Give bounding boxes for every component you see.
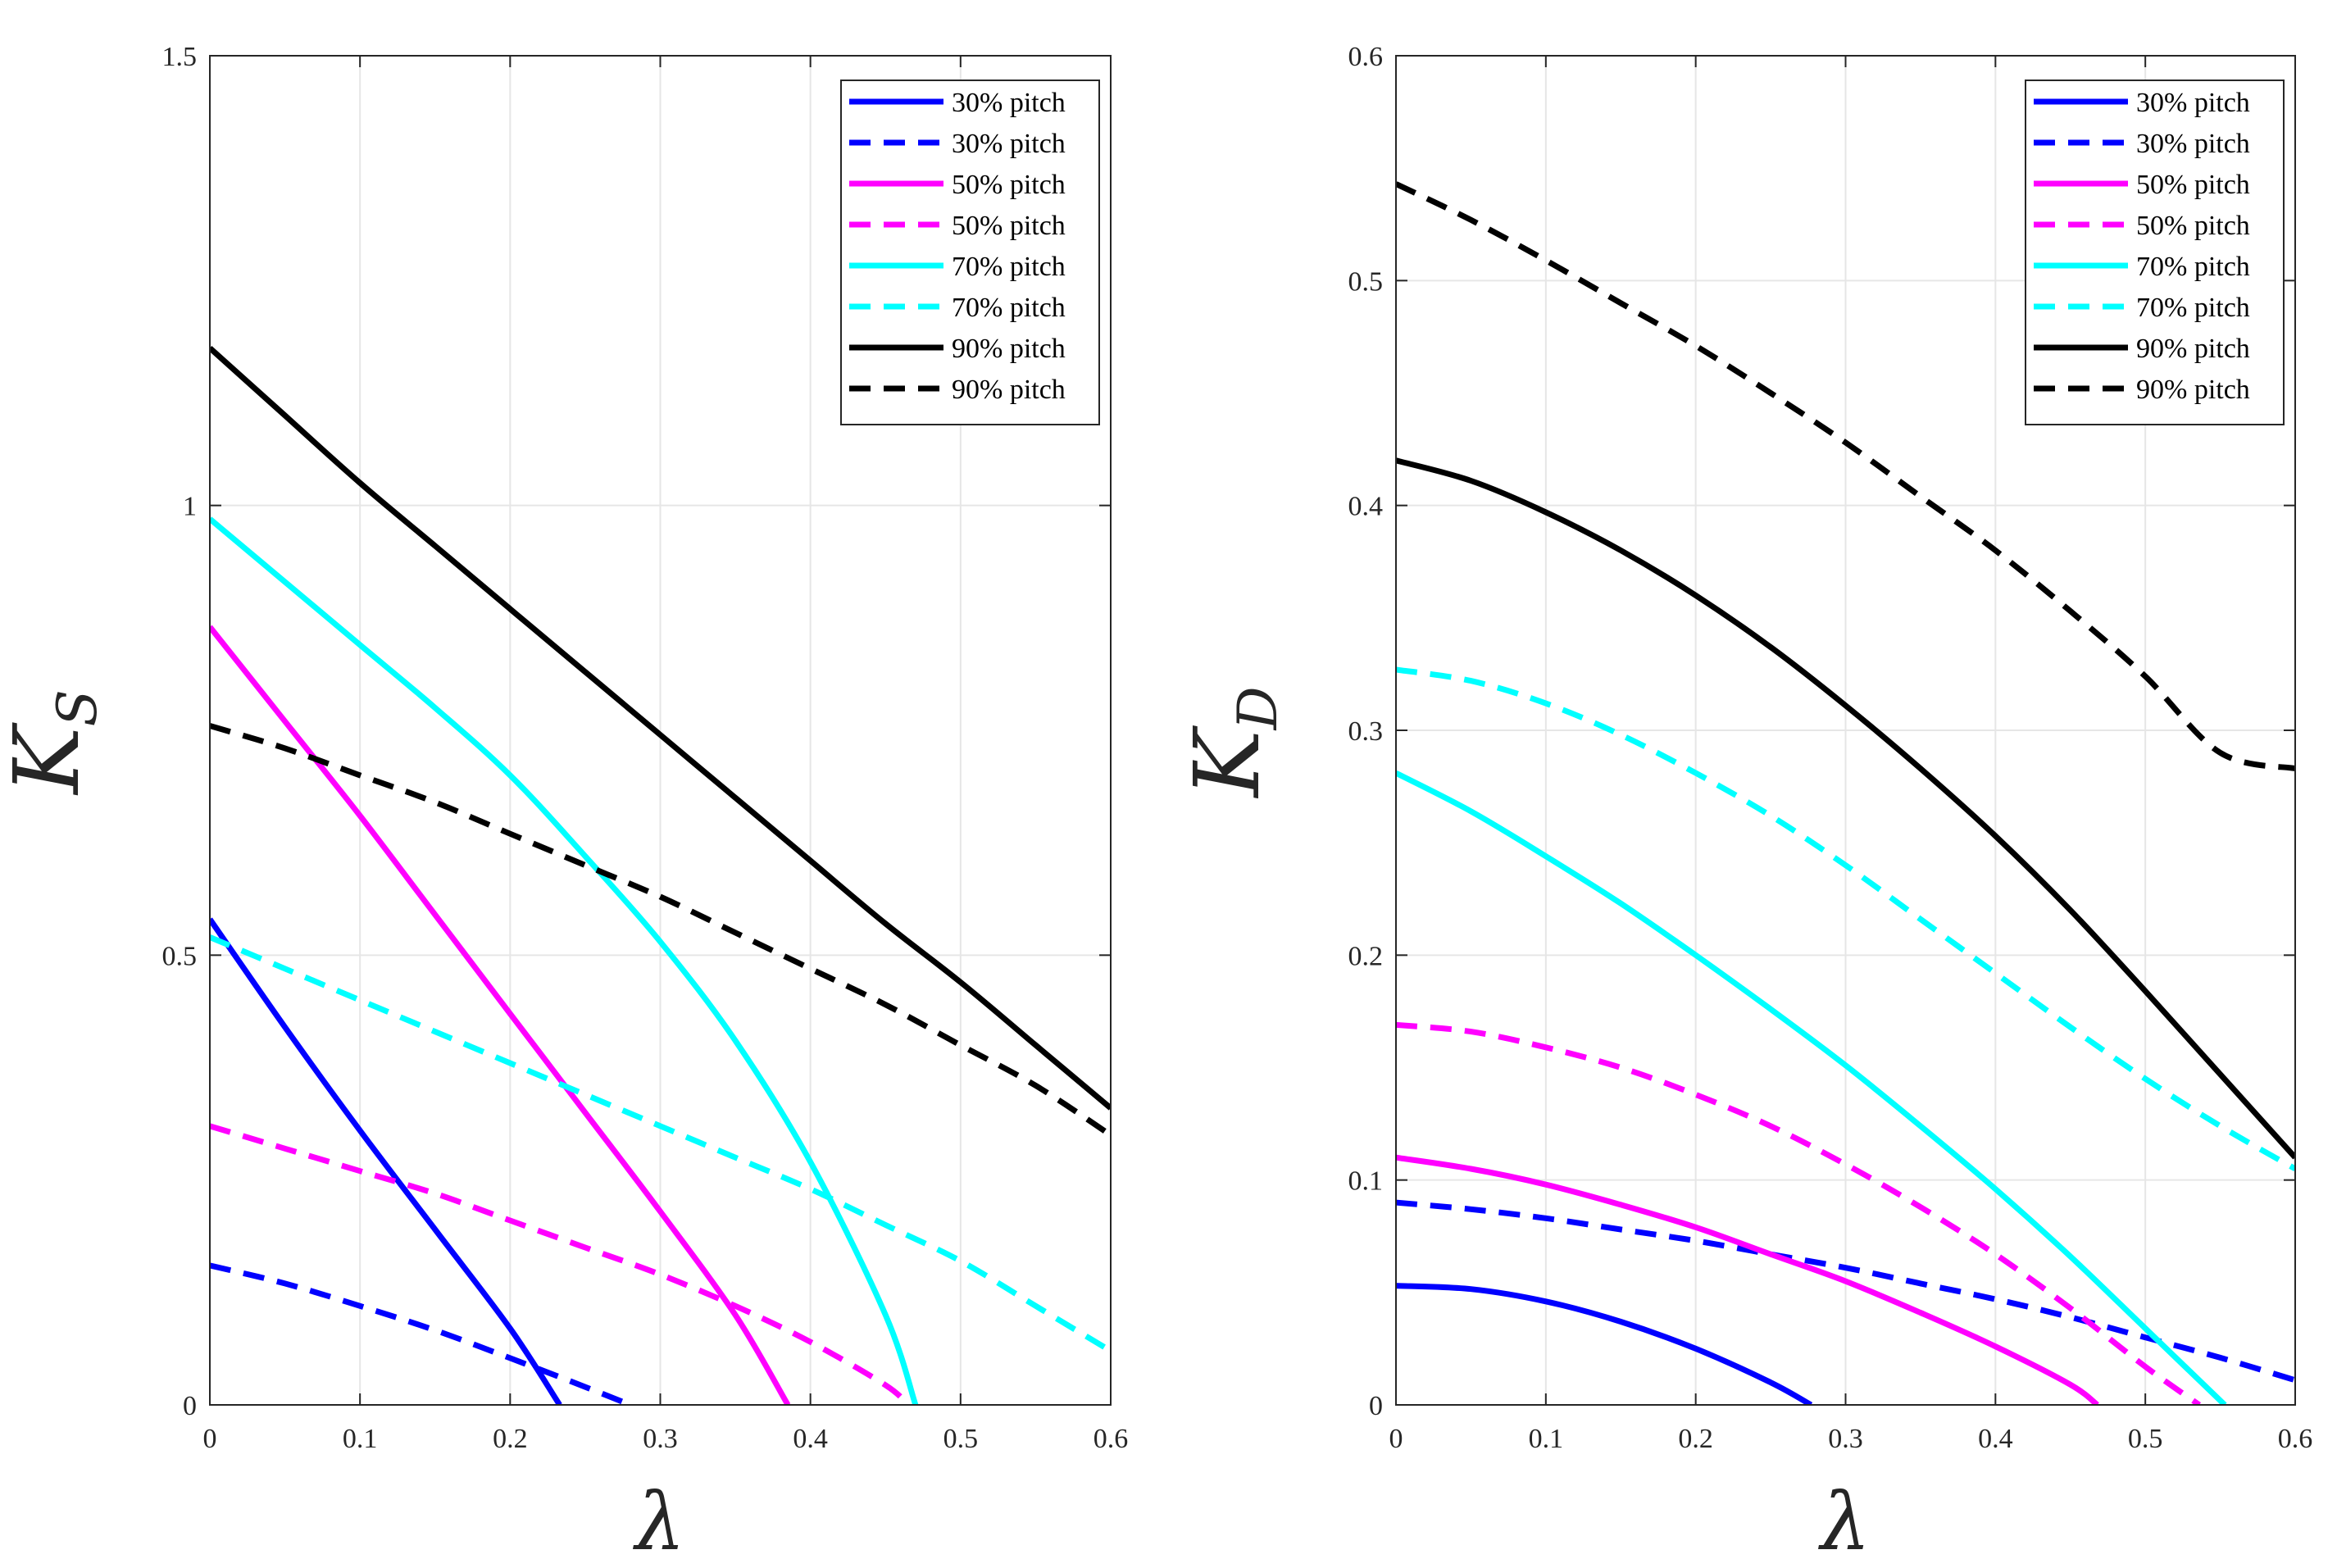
legend-label-2: 50% pitch [2136,170,2250,200]
series-line-3 [1396,1021,2202,1405]
legend-label-6: 90% pitch [2136,334,2250,364]
x-tick-label: 0 [1389,1424,1403,1454]
x-axis-label: λ [1817,1476,1871,1568]
series-group [210,346,1111,1405]
x-tick-label: 0.5 [943,1424,979,1454]
legend-label-7: 90% pitch [952,375,1066,405]
x-tick-label: 0.2 [493,1424,528,1454]
legend-label-0: 30% pitch [2136,88,2250,118]
legend-label-5: 70% pitch [952,293,1066,323]
x-tick-label: 0.1 [343,1424,378,1454]
series-line-5 [210,934,1111,1354]
y-tick-label: 1.5 [162,42,198,72]
y-tick-label: 0.1 [1348,1166,1384,1197]
legend-label-2: 50% pitch [952,170,1066,200]
legend-box [840,80,1100,425]
legend-label-3: 50% pitch [2136,211,2250,241]
y-axis-label-sub: S [46,689,109,726]
series-line-4 [210,516,919,1405]
series-line-6 [1396,457,2295,1160]
legend-label-4: 70% pitch [952,252,1066,282]
x-tick-label: 0.5 [2128,1424,2163,1454]
y-axis-label-main: K [1175,725,1280,799]
x-tick-label: 0.3 [1828,1424,1863,1454]
y-axis-label: KD [1175,686,1289,798]
x-tick-label: 0 [203,1424,217,1454]
series-line-1 [1396,1199,2295,1384]
x-tick-label: 0.2 [1678,1424,1713,1454]
series-line-3 [210,1123,911,1405]
chart-kd: 0 0.1 0.2 0.3 0.4 0.5 0.6 0 0.1 0.2 0.3 0.4 0.5 0.6 λ K… [1175,42,2312,1568]
legend-label-3: 50% pitch [952,211,1066,241]
y-axis-label-main: K [0,722,99,796]
y-tick-label: 0 [183,1391,197,1421]
x-tick-label: 0.4 [793,1424,828,1454]
series-line-0 [1396,1283,1813,1405]
x-tick-label: 0.3 [643,1424,678,1454]
x-tick-label: 0.6 [2278,1424,2313,1454]
y-tick-label: 0 [1369,1391,1383,1421]
y-axis-label-sub: D [1226,686,1289,730]
series-line-2 [210,625,791,1405]
series-line-7 [1396,181,2295,772]
legend-label-6: 90% pitch [952,334,1066,364]
legend-label-0: 30% pitch [952,88,1066,118]
series-line-4 [1396,770,2227,1405]
x-tick-label: 0.4 [1978,1424,2013,1454]
series-group [1396,181,2295,1405]
legend-label-1: 30% pitch [2136,129,2250,159]
legend-label-5: 70% pitch [2136,293,2250,323]
x-tick-label: 0.6 [1093,1424,1129,1454]
series-line-7 [210,723,1111,1138]
legend-label-1: 30% pitch [952,129,1066,159]
y-tick-label: 0.3 [1348,716,1384,747]
series-line-2 [1396,1154,2099,1405]
x-tick-label: 0.1 [1529,1424,1564,1454]
chart-ks: 0 0.1 0.2 0.3 0.4 0.5 0.6 0 0.5 1 1.5 λ KS 30% pitch 3… [0,42,1128,1568]
x-axis-label: λ [632,1476,685,1568]
series-line-1 [210,1262,632,1405]
y-tick-label: 0.4 [1348,492,1384,522]
y-tick-label: 0.2 [1348,941,1384,971]
series-line-0 [210,917,562,1405]
legend-label-4: 70% pitch [2136,252,2250,282]
legend-box [2025,80,2285,425]
y-tick-label: 0.5 [1348,266,1384,297]
series-line-5 [1396,666,2295,1172]
y-tick-label: 0.5 [162,941,198,971]
series-line-6 [210,346,1111,1111]
y-tick-label: 0.6 [1348,42,1384,72]
y-tick-label: 1 [183,492,197,522]
legend-label-7: 90% pitch [2136,375,2250,405]
y-axis-label: KS [0,689,109,795]
